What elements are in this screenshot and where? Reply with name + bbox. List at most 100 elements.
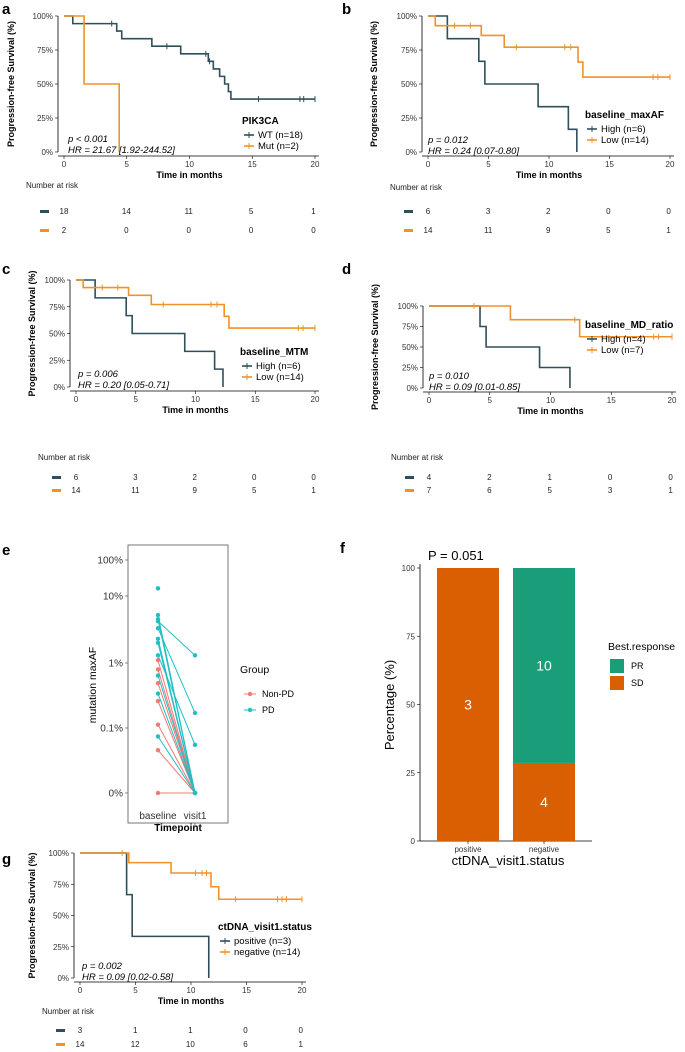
y-tick-label: 0.1% xyxy=(100,724,123,735)
risk-table-title: Number at risk xyxy=(390,183,443,192)
legend-label: High (n=4) xyxy=(601,334,646,345)
risk-count: 1 xyxy=(311,486,316,495)
y-axis-title: Progression-free Survival (%) xyxy=(27,852,37,978)
risk-row-swatch xyxy=(40,210,49,213)
p-value: p = 0.012 xyxy=(427,135,469,146)
data-point xyxy=(192,710,198,716)
x-tick-label: baseline xyxy=(139,811,177,822)
y-tick-label: 75% xyxy=(401,46,417,55)
panel-g: g 0% 25% 50% 75% 100% 0 5 10 15 20 Time in months Pr… xyxy=(0,849,340,1052)
y-axis-title: Progression-free Survival (%) xyxy=(6,21,16,147)
x-axis-title: Time in months xyxy=(517,406,583,416)
y-tick-label: 25% xyxy=(53,943,69,952)
p-value: p = 0.010 xyxy=(428,371,470,382)
risk-count: 12 xyxy=(131,1040,140,1049)
y-tick-label: 75% xyxy=(402,323,418,332)
risk-count: 0 xyxy=(187,226,192,235)
risk-count: 3 xyxy=(608,486,613,495)
data-point xyxy=(155,722,161,727)
x-tick-label: 15 xyxy=(242,986,251,995)
legend-label: Low (n=14) xyxy=(601,135,649,146)
x-tick-label: 0 xyxy=(426,160,431,169)
y-tick-label: 75 xyxy=(406,632,415,641)
y-tick-label: 0% xyxy=(41,148,53,157)
risk-count: 0 xyxy=(298,1026,303,1035)
risk-count: 5 xyxy=(252,486,257,495)
x-axis-title: Timepoint xyxy=(154,823,202,834)
risk-count: 0 xyxy=(666,207,671,216)
risk-count: 7 xyxy=(427,486,432,495)
risk-count: 6 xyxy=(74,473,79,482)
risk-count: 3 xyxy=(133,473,138,482)
risk-count: 0 xyxy=(124,226,129,235)
risk-count: 2 xyxy=(193,473,198,482)
data-point xyxy=(155,640,161,646)
data-point xyxy=(155,790,161,796)
risk-count: 2 xyxy=(62,226,67,235)
data-point xyxy=(155,636,161,641)
risk-count: 0 xyxy=(668,473,673,482)
risk-row-swatch xyxy=(404,210,413,213)
legend-label: PD xyxy=(262,705,275,715)
y-tick-label: 100 xyxy=(402,564,416,573)
hazard-ratio: HR = 0.24 [0.07-0.80] xyxy=(428,146,519,157)
y-tick-label: 0% xyxy=(57,974,69,983)
panel-f: f P = 0.051 0 25 50 75 100 3 positive 4 10 negative… xyxy=(340,535,685,868)
panel-e: e 0% 0.1% 1% 10% 100% baseline visit1 Timepoint m… xyxy=(0,535,340,835)
risk-count: 6 xyxy=(426,207,431,216)
risk-count: 4 xyxy=(427,473,432,482)
x-tick-label: 10 xyxy=(545,160,554,169)
risk-row-swatch xyxy=(404,229,413,232)
stacked-bar-segment xyxy=(513,762,575,841)
risk-count: 6 xyxy=(487,486,492,495)
y-axis-title: Progression-free Survival (%) xyxy=(369,21,379,147)
panel-b: b 0% 25% 50% 75% 100% 0 5 10 15 20 Time in months Pr… xyxy=(340,0,685,240)
pair-line xyxy=(157,642,196,794)
data-point xyxy=(155,626,161,631)
y-tick-label: 100% xyxy=(33,12,53,21)
legend-title: Best.response xyxy=(608,641,675,653)
x-axis-title: ctDNA_visit1.status xyxy=(452,853,565,868)
risk-count: 2 xyxy=(546,207,551,216)
risk-count: 0 xyxy=(252,473,257,482)
data-point xyxy=(155,698,161,704)
risk-count: 1 xyxy=(188,1026,193,1035)
hazard-ratio: HR = 0.09 [0.01-0.85] xyxy=(429,382,520,393)
risk-count: 0 xyxy=(311,226,316,235)
x-tick-label: 10 xyxy=(191,395,200,404)
legend-dot xyxy=(247,691,253,697)
x-tick-label: 10 xyxy=(187,986,196,995)
hazard-ratio: HR = 21.67 [1.92-244.52] xyxy=(68,145,175,156)
data-point xyxy=(155,673,161,678)
x-tick-label: 10 xyxy=(546,396,555,405)
x-tick-label: 0 xyxy=(62,160,67,169)
x-tick-label: 0 xyxy=(78,986,83,995)
pair-line xyxy=(157,736,196,794)
legend-label: Mut (n=2) xyxy=(258,141,299,152)
risk-row-swatch xyxy=(56,1029,65,1032)
y-tick-label: 0% xyxy=(405,148,417,157)
risk-count: 5 xyxy=(249,207,254,216)
x-tick-label: 20 xyxy=(666,160,675,169)
y-tick-label: 25% xyxy=(401,114,417,123)
x-axis-title: Time in months xyxy=(156,170,222,180)
panel-label: f xyxy=(340,540,346,557)
x-tick-label: 15 xyxy=(605,160,614,169)
y-tick-label: 100% xyxy=(398,302,418,311)
legend-label: Non-PD xyxy=(262,689,295,699)
legend-label: Low (n=14) xyxy=(256,372,304,383)
risk-count: 1 xyxy=(298,1040,303,1049)
risk-count: 11 xyxy=(484,226,493,235)
legend-swatch xyxy=(610,676,624,690)
x-tick-label: 20 xyxy=(311,395,320,404)
y-tick-label: 50% xyxy=(37,80,53,89)
y-tick-label: 0% xyxy=(406,384,418,393)
survival-curve xyxy=(64,15,121,152)
risk-count: 9 xyxy=(193,486,198,495)
y-tick-label: 100% xyxy=(97,556,123,567)
y-tick-label: 0% xyxy=(109,789,124,800)
x-tick-label: 10 xyxy=(185,160,194,169)
survival-curve xyxy=(428,15,578,152)
